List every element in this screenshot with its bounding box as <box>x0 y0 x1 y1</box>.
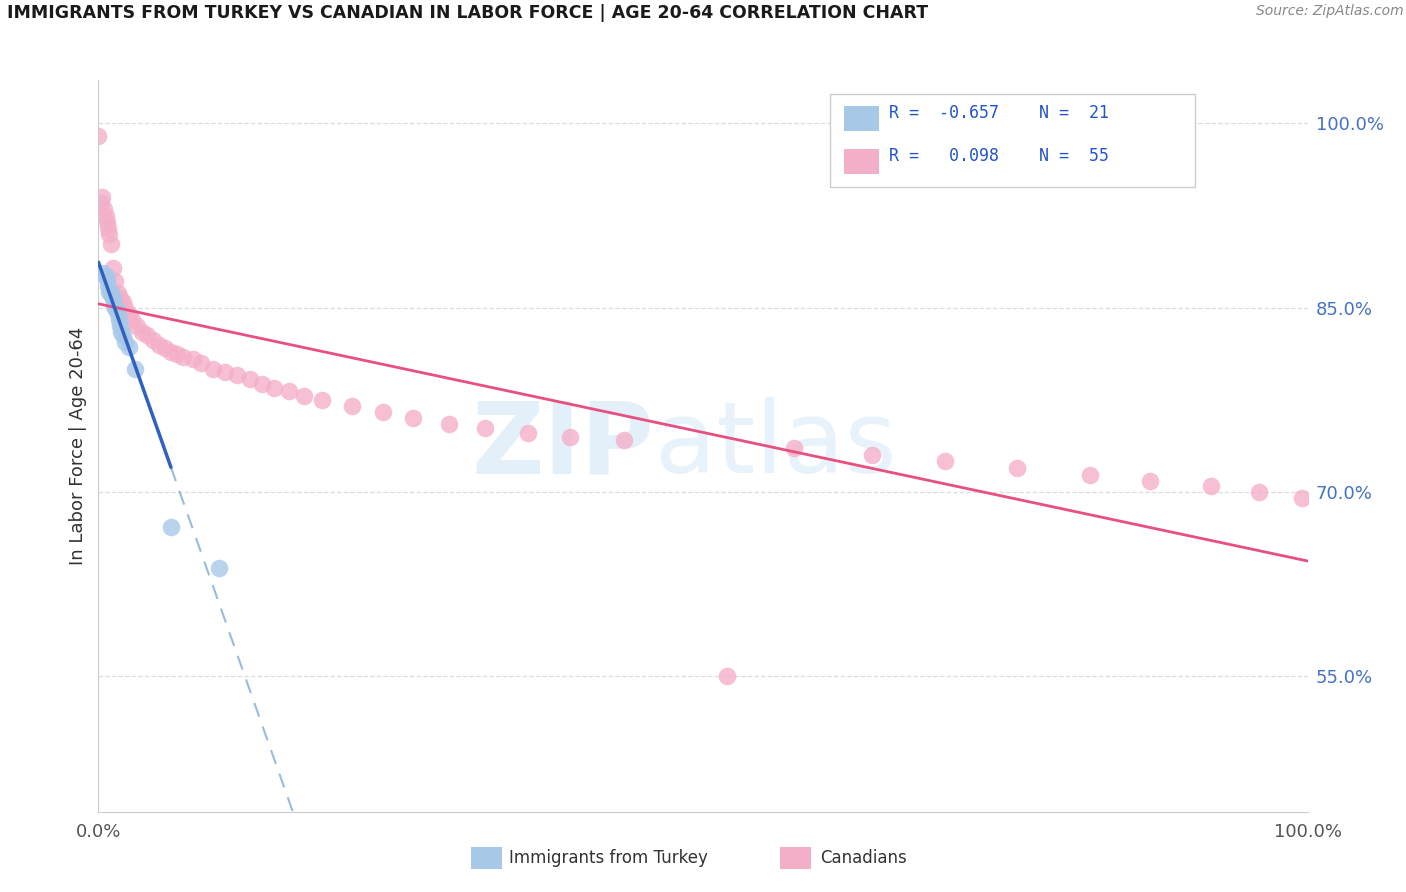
Point <box>98 227 121 241</box>
Point <box>142 333 165 347</box>
Y-axis label: In Labor Force | Age 20-64: In Labor Force | Age 20-64 <box>69 326 87 566</box>
Point <box>111 327 134 342</box>
Point <box>104 301 127 315</box>
Point <box>342 399 364 413</box>
Point <box>474 421 496 435</box>
Point <box>160 519 183 533</box>
Point <box>278 384 301 399</box>
Point <box>1139 474 1161 488</box>
Point <box>118 340 141 354</box>
Point <box>311 392 333 407</box>
Point <box>93 202 115 217</box>
Point <box>107 307 129 321</box>
Point <box>90 196 112 211</box>
Point <box>934 454 956 468</box>
Point <box>250 376 273 391</box>
Point <box>97 220 120 235</box>
Point <box>516 426 538 441</box>
Point <box>101 292 124 306</box>
Point <box>111 294 134 309</box>
Point <box>124 362 146 376</box>
Point <box>131 326 153 340</box>
Point <box>172 350 194 364</box>
Point <box>94 268 117 283</box>
Point <box>100 285 122 300</box>
Point <box>91 266 114 280</box>
Point <box>108 313 131 327</box>
Point <box>181 352 204 367</box>
Point <box>1291 491 1313 506</box>
Point <box>96 272 118 286</box>
Point <box>98 285 121 299</box>
Point <box>101 261 124 276</box>
Text: IMMIGRANTS FROM TURKEY VS CANADIAN IN LABOR FORCE | AGE 20-64 CORRELATION CHART: IMMIGRANTS FROM TURKEY VS CANADIAN IN LA… <box>7 4 928 22</box>
Point <box>371 405 394 419</box>
Point <box>1007 460 1029 475</box>
Point <box>100 288 122 302</box>
Point <box>148 337 170 351</box>
Point <box>402 411 425 425</box>
Point <box>613 434 636 448</box>
Point <box>263 381 285 395</box>
Point <box>127 319 149 334</box>
Point <box>104 274 127 288</box>
Point <box>121 313 143 327</box>
Point <box>226 368 249 383</box>
Point <box>214 365 236 379</box>
Text: atlas: atlas <box>655 398 896 494</box>
Point <box>108 291 131 305</box>
Point <box>118 307 141 321</box>
Text: Canadians: Canadians <box>820 849 907 867</box>
Point <box>108 319 131 334</box>
Point <box>558 430 581 444</box>
Text: R =  -0.657    N =  21: R = -0.657 N = 21 <box>889 104 1108 122</box>
Point <box>202 362 225 376</box>
Point <box>87 128 110 143</box>
Point <box>716 669 738 683</box>
Point <box>239 372 262 386</box>
Text: Immigrants from Turkey: Immigrants from Turkey <box>509 849 707 867</box>
Point <box>91 190 114 204</box>
Point <box>437 417 460 432</box>
Point <box>153 341 176 355</box>
Text: ZIP: ZIP <box>472 398 655 494</box>
Point <box>292 389 315 403</box>
Point <box>94 209 117 223</box>
Point <box>166 347 188 361</box>
Point <box>1078 467 1101 482</box>
Point <box>160 345 183 359</box>
Point <box>782 441 804 455</box>
Point <box>1199 479 1222 493</box>
Point <box>107 285 129 300</box>
Point <box>135 327 157 342</box>
Point <box>110 326 132 340</box>
Point <box>114 335 136 350</box>
Point <box>105 303 128 318</box>
Point <box>190 356 212 370</box>
Point <box>103 298 125 312</box>
Point <box>100 236 122 251</box>
Point <box>114 301 136 315</box>
Point <box>97 278 120 293</box>
Point <box>208 561 231 575</box>
Point <box>96 214 118 228</box>
Text: Source: ZipAtlas.com: Source: ZipAtlas.com <box>1256 4 1403 19</box>
Point <box>1249 485 1271 500</box>
Point <box>860 448 883 462</box>
Text: R =   0.098    N =  55: R = 0.098 N = 55 <box>889 147 1108 165</box>
